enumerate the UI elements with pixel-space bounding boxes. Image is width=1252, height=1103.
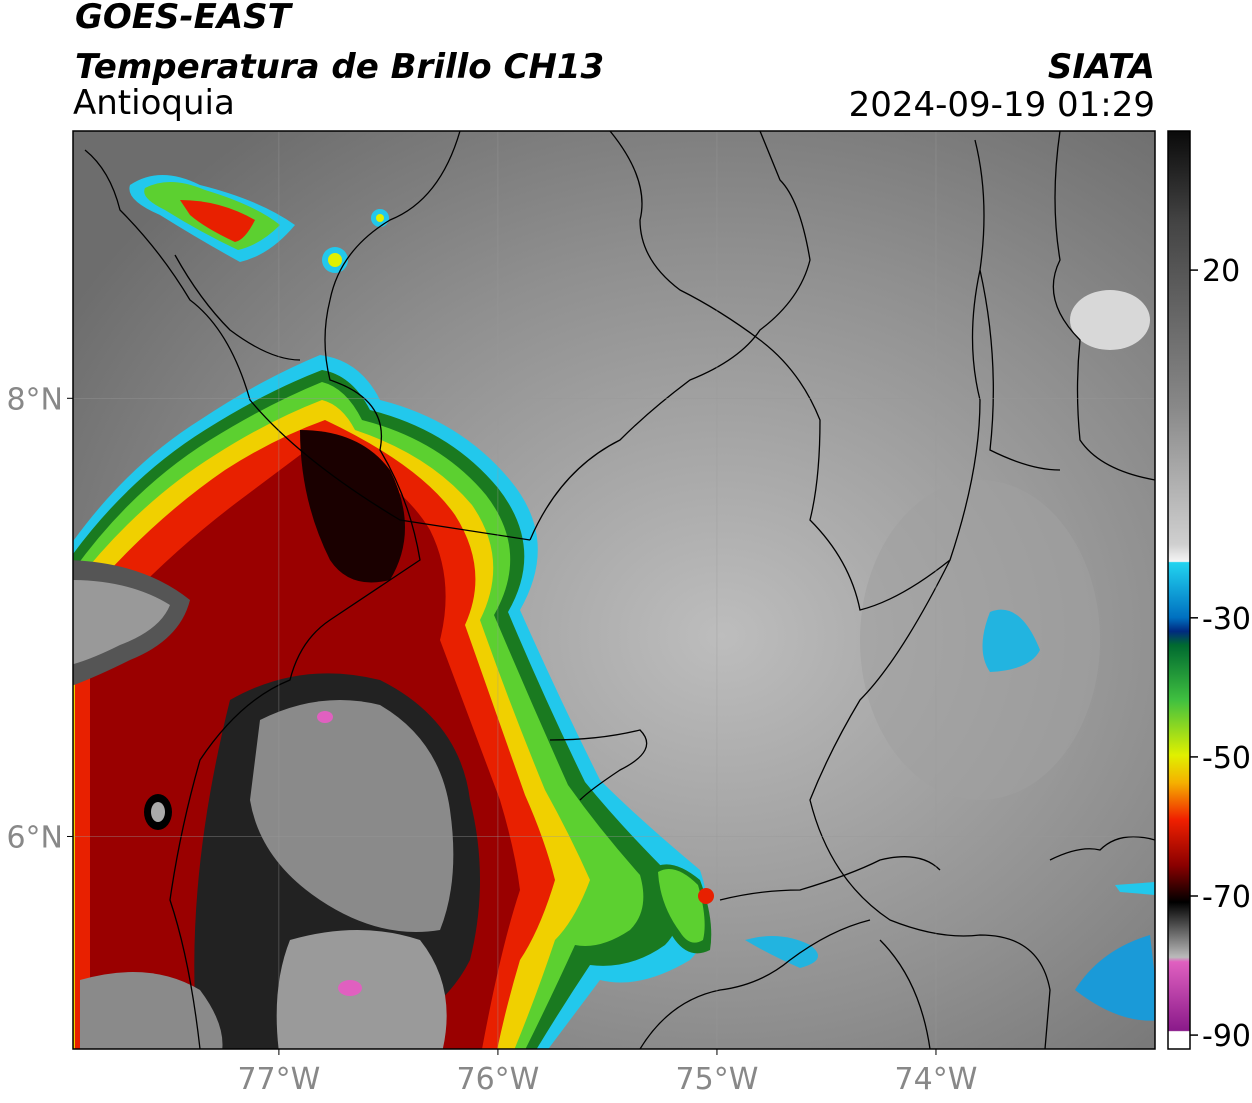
region: Antioquia (73, 83, 235, 123)
datetime: 2024-09-19 01:29 (849, 85, 1155, 125)
colorbar-tick-label: -70 (1202, 880, 1251, 915)
satellite-image (73, 131, 1155, 1049)
graticule (73, 131, 1155, 1049)
colorbar-tick-label: -30 (1202, 602, 1251, 637)
x-tick-label: 75°W (676, 1062, 759, 1097)
colorbar-tick-label: -90 (1202, 1019, 1251, 1054)
source: SIATA (1048, 47, 1155, 87)
subtitle: Temperatura de Brillo CH13 (75, 47, 604, 87)
map-frame (72, 130, 1156, 1050)
x-tick-label: 74°W (895, 1062, 978, 1097)
x-tick-label: 77°W (237, 1062, 320, 1097)
colorbar-tick-label: 20 (1202, 254, 1240, 289)
colorbar-tick-label: -50 (1202, 741, 1251, 776)
y-tick-label: 6°N (6, 820, 63, 855)
x-tick-label: 76°W (456, 1062, 539, 1097)
title: GOES-EAST (75, 0, 294, 37)
colorbar (1167, 130, 1191, 1050)
y-tick-label: 8°N (6, 382, 63, 417)
